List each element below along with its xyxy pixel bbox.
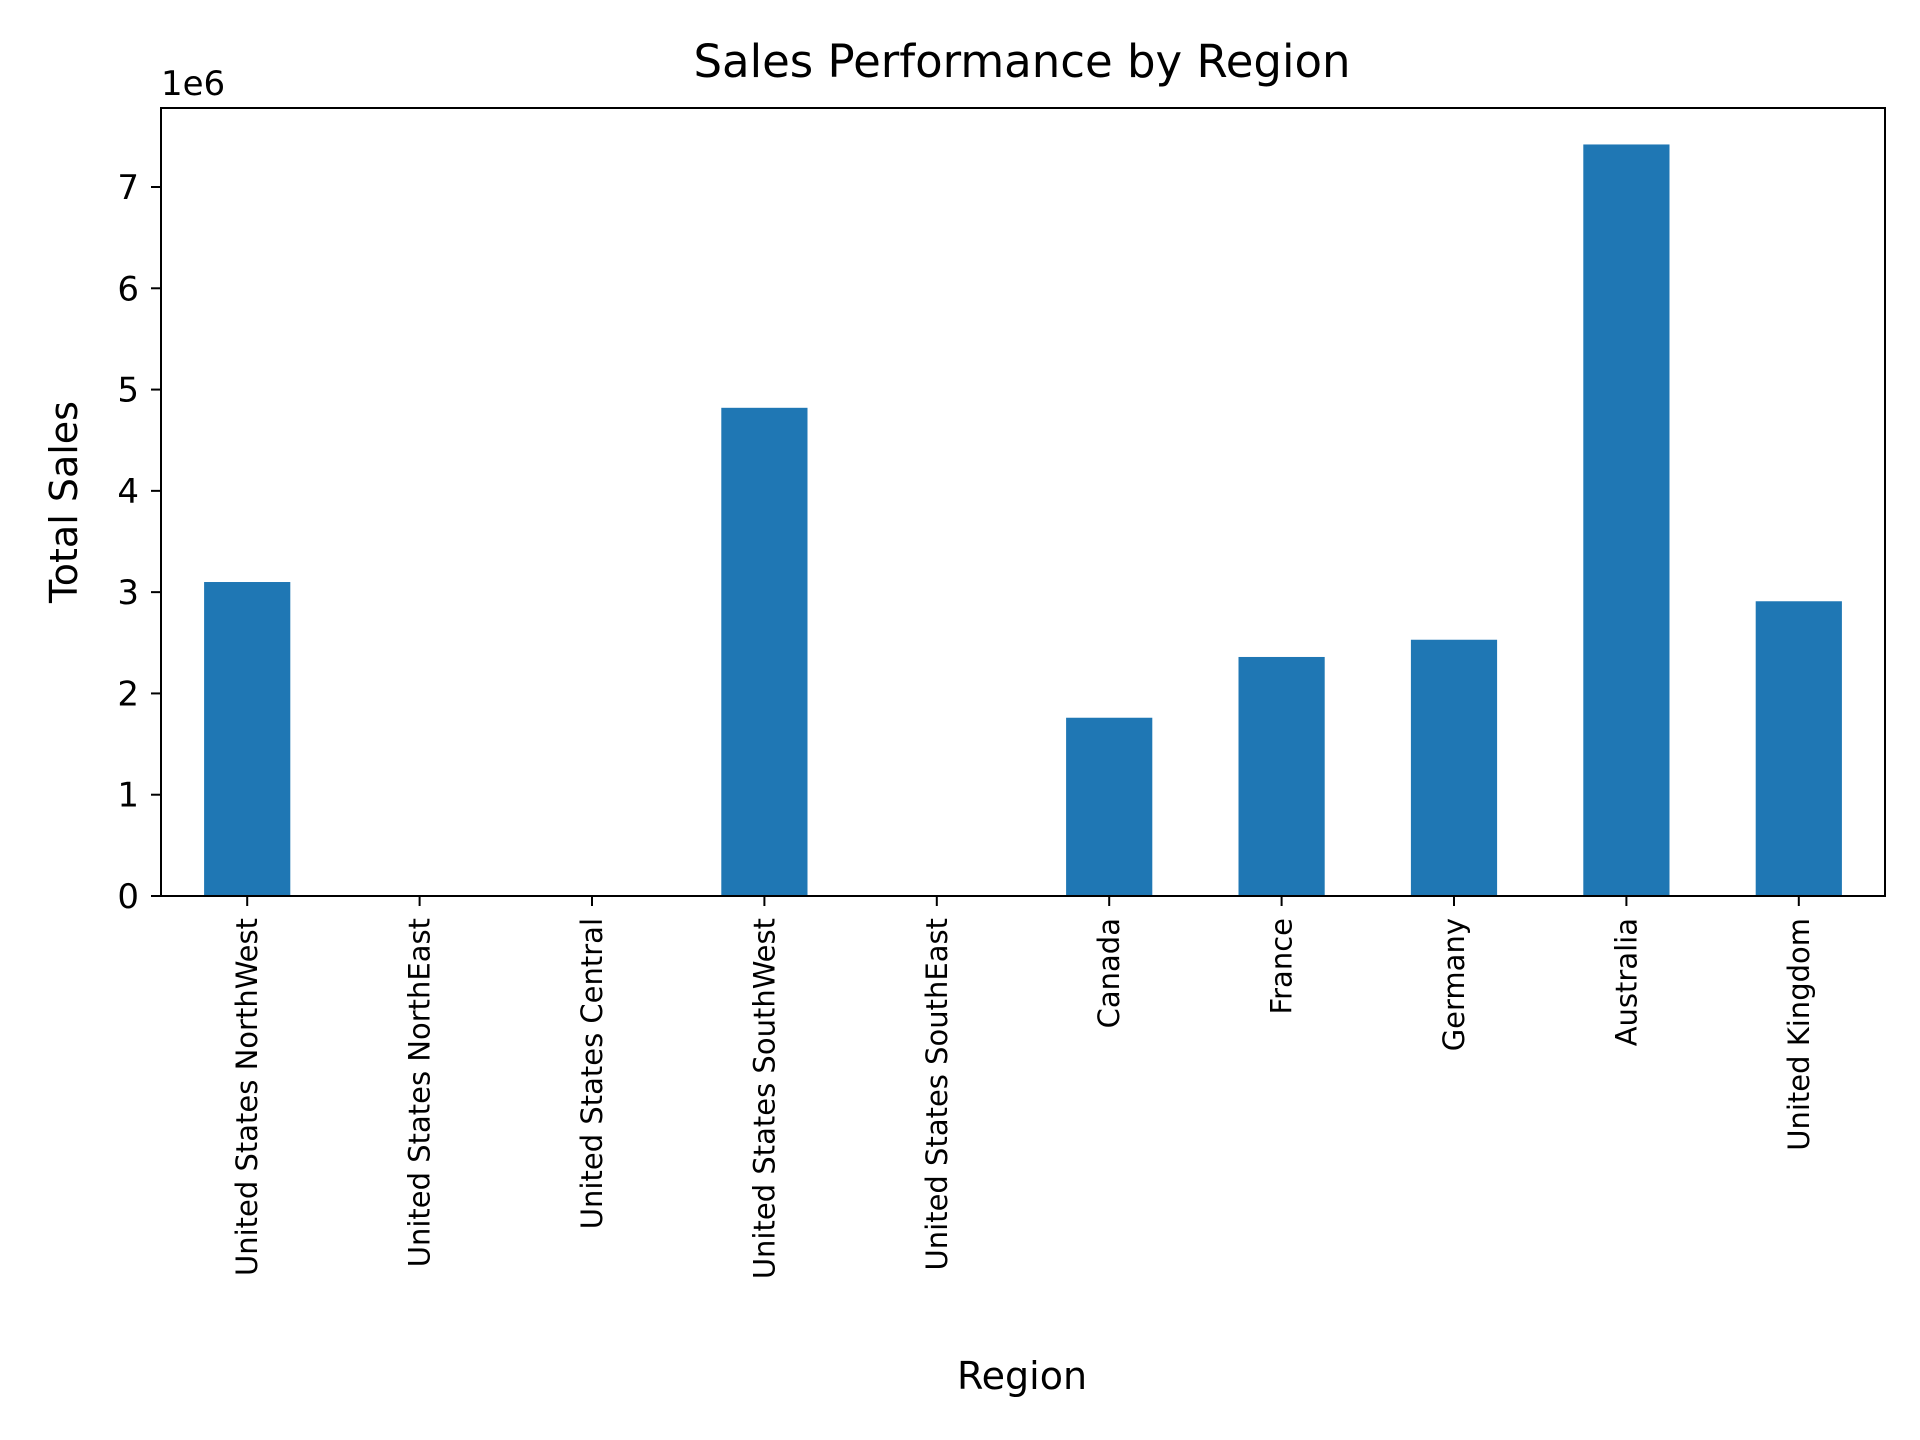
x-axis-label: Region	[957, 1354, 1087, 1398]
bars-group	[204, 144, 1842, 897]
y-tick-label: 3	[117, 573, 139, 613]
x-tick-label: United States SouthWest	[747, 918, 781, 1279]
x-tick-label: Germany	[1437, 918, 1471, 1051]
bar-3	[721, 407, 808, 896]
x-axis-ticks: United States NorthWest United States Nor…	[230, 896, 1816, 1279]
bar-0	[204, 582, 291, 896]
y-tick-label: 4	[117, 472, 139, 512]
x-tick-label: United States Central	[575, 918, 609, 1229]
x-tick-label: United States NorthWest	[230, 918, 264, 1276]
bar-5	[1066, 717, 1153, 896]
y-tick-label: 1	[117, 776, 139, 816]
x-tick-label: France	[1265, 918, 1299, 1014]
y-axis-offset-label: 1e6	[161, 64, 225, 104]
bar-8	[1583, 144, 1670, 897]
y-tick-label: 6	[117, 269, 139, 309]
y-tick-label: 0	[117, 877, 139, 917]
x-tick-label: United States NorthEast	[403, 918, 437, 1267]
y-tick-label: 7	[117, 168, 139, 208]
bar-7	[1410, 639, 1498, 896]
x-tick-label: Canada	[1092, 918, 1126, 1028]
bar-9	[1755, 601, 1842, 896]
x-tick-label: Australia	[1609, 918, 1643, 1046]
bar-6	[1238, 656, 1325, 896]
y-tick-label: 5	[117, 371, 139, 411]
plot-frame	[160, 107, 1886, 897]
y-axis-label: Total Sales	[42, 401, 86, 604]
x-tick-label: United States SouthEast	[920, 918, 954, 1270]
y-tick-label: 2	[117, 674, 139, 714]
y-axis-ticks: 0 1 2 3 4 5 6 7	[117, 168, 161, 917]
chart-title: Sales Performance by Region	[693, 35, 1350, 88]
x-tick-label: United Kingdom	[1782, 918, 1816, 1151]
